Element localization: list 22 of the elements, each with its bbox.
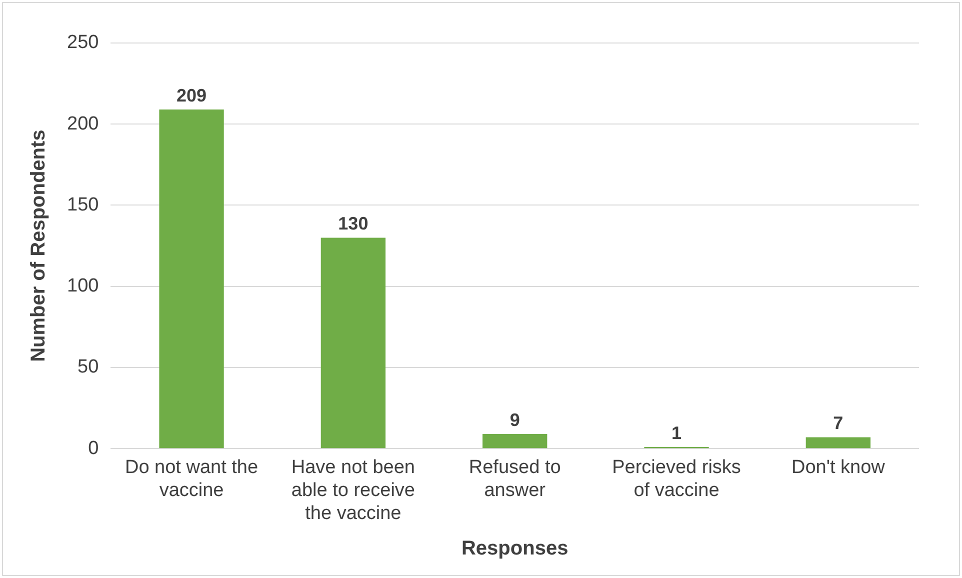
y-tick-label: 0 bbox=[88, 438, 99, 459]
data-label: 7 bbox=[833, 413, 844, 434]
bar bbox=[806, 437, 870, 448]
bar bbox=[482, 434, 548, 448]
data-label: 130 bbox=[338, 214, 368, 234]
y-tick-label: 200 bbox=[67, 113, 99, 134]
data-label: 1 bbox=[672, 422, 682, 443]
bar bbox=[320, 238, 386, 448]
bar bbox=[159, 110, 224, 448]
x-tick-label: Percieved risks of vaccine bbox=[612, 457, 741, 502]
data-label: 9 bbox=[510, 410, 520, 430]
y-tick-label: 50 bbox=[78, 356, 99, 378]
data-label: 209 bbox=[176, 85, 207, 106]
y-tick-label: 150 bbox=[67, 194, 99, 216]
x-axis-title: Responses bbox=[461, 538, 568, 560]
y-axis-title: Number of Respondents bbox=[28, 130, 50, 362]
x-tick-label: Refused to answer bbox=[468, 457, 561, 502]
x-tick-label: Have not been able to receive the vaccine bbox=[291, 457, 415, 524]
x-tick-label: Do not want the vaccine bbox=[124, 457, 258, 502]
y-tick-label: 100 bbox=[67, 276, 99, 297]
y-tick-label: 250 bbox=[67, 32, 99, 54]
x-tick-label: Don't know bbox=[791, 457, 886, 478]
